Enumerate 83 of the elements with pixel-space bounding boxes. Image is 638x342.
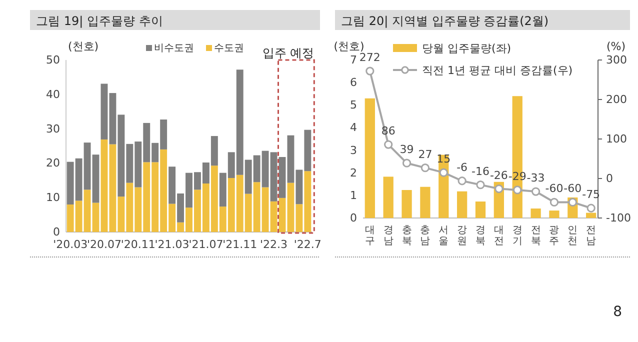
y2-tick-label: 0 (606, 172, 613, 186)
x-tick-label: 대전 (494, 225, 504, 247)
y-tick-label: 50 (46, 54, 60, 67)
x-tick-label: 경북 (476, 225, 486, 247)
legend-label: 당월 입주물량(좌) (422, 42, 512, 55)
point (531, 187, 540, 196)
y2-axis-title: (%) (606, 40, 626, 53)
x-tick-label: '22.3 (260, 238, 288, 251)
x-tick-label: '21.07 (188, 238, 224, 251)
x-tick-label: '20.11 (120, 238, 156, 251)
y-tick-label: 5 (350, 98, 357, 112)
point (366, 66, 374, 76)
point (494, 184, 504, 194)
y-tick-label: 6 (350, 76, 357, 90)
x-tick-label: '21.11 (222, 238, 258, 251)
y2-tick-label: 100 (606, 132, 627, 146)
data-label: 272 (359, 51, 380, 64)
bar (457, 191, 468, 218)
point (458, 176, 466, 186)
y-tick-label: 20 (46, 156, 60, 170)
x-tick-label: 대구 (364, 225, 375, 247)
x-tick-label: 강원 (457, 225, 468, 247)
legend-label: 비수도권 (154, 43, 194, 54)
x-tick-label: 인천 (568, 225, 578, 247)
y-tick-label: 1 (350, 188, 357, 202)
point (513, 186, 522, 194)
x-tick-label: 충북 (402, 225, 412, 247)
x-tick-label: '22.7 (294, 238, 322, 251)
x-tick-label: 광주 (549, 225, 560, 247)
bar (586, 212, 596, 218)
annotation: 입주 예정 (262, 46, 314, 60)
chart-title: 그림 20| 지역별 입주물량 증감률(2월) (341, 14, 549, 28)
legend-label: 직전 1년 평균 대비 증감률(우) (422, 64, 573, 77)
y-tick-label: 0 (350, 212, 357, 225)
x-tick-label: 전남 (586, 225, 596, 247)
y-tick-label: 7 (350, 54, 357, 67)
x-tick-label: 경남 (383, 225, 394, 247)
y-axis-title: (천호) (68, 40, 99, 53)
bar (475, 202, 486, 218)
text: 8 (613, 304, 622, 320)
y-tick-label: 2 (350, 166, 357, 180)
x-tick-label: '20.03 (53, 238, 88, 251)
y-tick-label: 40 (46, 88, 60, 101)
bar (402, 190, 412, 218)
y-tick-label: 0 (53, 226, 60, 239)
bar (364, 98, 375, 218)
data-label: 86 (381, 124, 396, 138)
bar (530, 208, 541, 218)
bar (549, 210, 560, 218)
x-tick-label: '21.03 (154, 238, 190, 251)
point (420, 164, 430, 172)
data-label: -33 (526, 172, 545, 185)
data-label: -16 (472, 164, 490, 178)
data-label: -6 (456, 160, 468, 174)
data-label: 27 (418, 148, 432, 161)
point (476, 180, 485, 190)
point (586, 204, 596, 212)
y-tick-label: 3 (350, 144, 357, 157)
y2-tick-label: -100 (606, 212, 631, 225)
chart-title: 그림 19| 입주물량 추이 (36, 14, 163, 28)
legend-label: 수도권 (214, 43, 244, 54)
x-tick-label: '20.07 (86, 238, 122, 251)
y-tick-label: 30 (46, 122, 60, 136)
point (550, 198, 559, 207)
y-axis-title: (천호) (334, 40, 364, 53)
x-tick-label: 서울 (438, 225, 449, 247)
y2-tick-label: 200 (606, 93, 627, 106)
bar (420, 186, 430, 218)
x-tick-label: 경기 (512, 225, 522, 247)
data-label: -60 (564, 182, 582, 196)
data-label: -26 (490, 168, 508, 182)
x-tick-label: 전북 (530, 225, 541, 247)
data-label: 39 (400, 143, 414, 156)
point (439, 168, 448, 177)
point (568, 198, 577, 207)
point (402, 158, 412, 168)
x-tick-label: 충남 (420, 225, 430, 247)
y-tick-label: 4 (350, 121, 357, 134)
y2-tick-label: 300 (606, 54, 627, 67)
bar (383, 176, 394, 218)
data-label: -60 (545, 182, 564, 196)
point (384, 140, 393, 149)
y-tick-label: 10 (46, 191, 60, 204)
